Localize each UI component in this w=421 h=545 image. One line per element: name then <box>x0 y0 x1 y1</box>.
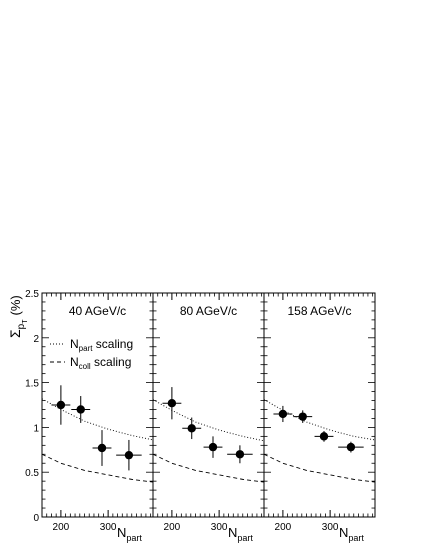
data-point <box>298 412 307 421</box>
y-tick-label: 2.5 <box>25 289 39 300</box>
x-axis-title-sub: part <box>237 533 253 543</box>
y-tick-label: 1.5 <box>25 379 39 390</box>
legend-entry-rest: scaling <box>92 337 133 351</box>
y-tick-label: 2 <box>33 334 39 345</box>
y-tick-label: 0.5 <box>25 468 39 479</box>
npart-scaling-curve <box>263 399 376 441</box>
data-point <box>167 399 177 408</box>
x-tick-label: 300 <box>322 522 339 533</box>
data-point <box>187 424 196 433</box>
panel-label: 158 AGeV/c <box>287 304 351 318</box>
x-tick-label: 300 <box>100 522 117 533</box>
data-point <box>235 450 245 459</box>
legend-entry-main: N <box>70 355 79 369</box>
legend-entry: Npart scaling <box>70 337 133 353</box>
data-point <box>124 450 134 460</box>
ncoll-scaling-curve <box>41 453 154 483</box>
data-point <box>76 405 85 414</box>
y-axis-title-symbol: Σ <box>7 329 23 338</box>
legend-entry-sub: part <box>79 344 94 353</box>
npart-scaling-curve <box>152 399 265 442</box>
x-axis-title-main: N <box>117 525 126 540</box>
panel-frame <box>263 292 376 518</box>
legend-entry-main: N <box>70 337 79 351</box>
x-axis-title-main: N <box>228 525 237 540</box>
data-point <box>319 432 329 441</box>
panel-3 <box>263 292 376 518</box>
y-axis-title-subsub: T <box>22 319 29 324</box>
x-axis-title-main: N <box>339 525 348 540</box>
data-point <box>97 443 107 453</box>
panel-1 <box>41 292 154 518</box>
y-axis-title-unit: (%) <box>8 295 23 315</box>
y-tick-label: 0 <box>33 513 39 524</box>
y-axis-title: ΣpT (%) <box>7 295 29 338</box>
x-tick-label: 200 <box>164 522 181 533</box>
x-tick-label: 300 <box>211 522 228 533</box>
x-tick-label: 200 <box>53 522 70 533</box>
data-point <box>278 409 288 419</box>
y-axis-title-sub: p <box>16 323 27 329</box>
x-axis-title-sub: part <box>126 533 142 543</box>
data-point <box>56 400 66 410</box>
panel-label: 40 AGeV/c <box>69 304 126 318</box>
ncoll-scaling-curve <box>263 453 376 483</box>
x-axis-title: Npart <box>339 525 364 543</box>
ncoll-scaling-curve <box>152 453 265 483</box>
x-tick-label: 200 <box>275 522 292 533</box>
x-axis-title-sub: part <box>348 533 364 543</box>
panel-label: 80 AGeV/c <box>180 304 237 318</box>
legend-entry-rest: scaling <box>91 355 132 369</box>
panel-2 <box>152 292 265 518</box>
x-axis-title: Npart <box>228 525 253 543</box>
data-point <box>346 442 356 452</box>
x-axis-title: Npart <box>117 525 142 543</box>
y-tick-label: 1 <box>33 423 39 434</box>
legend-entry-sub: coll <box>79 362 91 371</box>
legend-entry: Ncoll scaling <box>70 355 131 371</box>
data-point <box>208 442 218 452</box>
